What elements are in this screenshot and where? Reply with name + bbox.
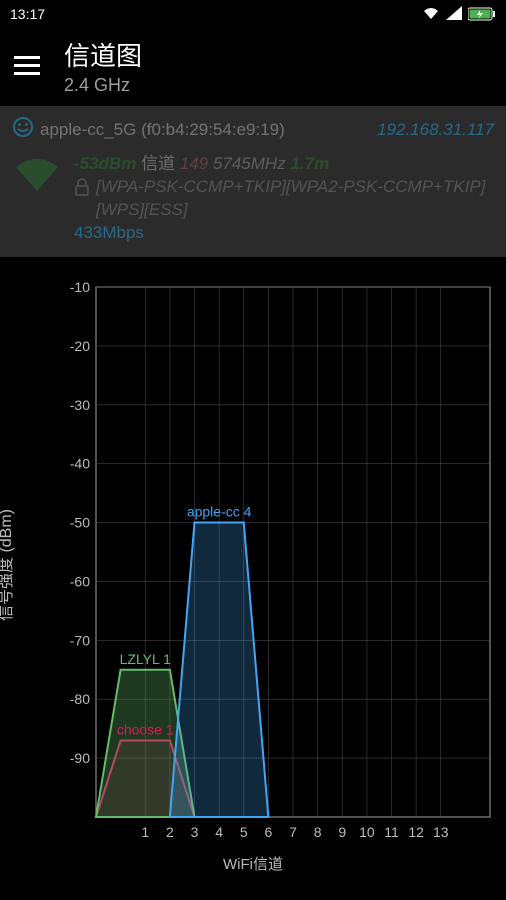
svg-text:10: 10 [359,824,375,840]
wifi-status-icon [422,6,440,23]
channel-number: 149 [180,154,208,173]
menu-button[interactable] [14,56,40,76]
status-bar: 13:17 [0,0,506,28]
distance: 1.7m [290,154,329,173]
link-speed: 433Mbps [74,222,494,245]
svg-text:-10: -10 [70,279,90,295]
svg-text:-40: -40 [70,455,90,471]
svg-text:4: 4 [215,824,223,840]
ip-address: 192.168.31.117 [377,120,494,140]
lock-icon [74,178,90,203]
info-row-details: -53dBm 信道 149 5745MHz 1.7m [WPA-PSK-CCMP… [12,153,494,245]
svg-text:2: 2 [166,824,174,840]
svg-text:-50: -50 [70,514,90,530]
svg-text:-60: -60 [70,573,90,589]
page-subtitle: 2.4 GHz [64,75,142,96]
security-text: [WPA-PSK-CCMP+TKIP][WPA2-PSK-CCMP+TKIP][… [96,176,494,222]
svg-text:5: 5 [240,824,248,840]
info-row-top: apple-cc_5G (f0:b4:29:54:e9:19) 192.168.… [12,116,494,143]
page-title: 信道图 [64,36,142,73]
svg-text:8: 8 [314,824,322,840]
y-axis-label: 信号强度 (dBm) [0,509,16,621]
svg-text:-90: -90 [70,750,90,766]
chart-svg: -10-20-30-40-50-60-70-80-901234567891011… [50,277,496,853]
svg-text:-20: -20 [70,338,90,354]
svg-text:11: 11 [384,824,399,840]
app-header: 信道图 2.4 GHz [0,28,506,106]
svg-text:9: 9 [338,824,346,840]
svg-text:3: 3 [191,824,199,840]
svg-text:-70: -70 [70,632,90,648]
channel-chart: 信号强度 (dBm) -10-20-30-40-50-60-70-80-9012… [0,257,506,873]
svg-text:apple-cc 4: apple-cc 4 [187,503,252,519]
svg-text:7: 7 [289,824,297,840]
wifi-icon [12,153,62,245]
svg-text:6: 6 [264,824,272,840]
svg-text:13: 13 [433,824,449,840]
signal-icon [446,6,462,23]
svg-text:-80: -80 [70,691,90,707]
ssid-text: apple-cc_5G (f0:b4:29:54:e9:19) [40,120,285,140]
happy-icon [12,116,34,143]
svg-text:choose 1: choose 1 [117,721,174,737]
frequency: 5745MHz [213,154,286,173]
title-block: 信道图 2.4 GHz [64,36,142,96]
svg-text:LZLYL 1: LZLYL 1 [120,651,172,667]
svg-text:-30: -30 [70,397,90,413]
signal-strength: -53dBm [74,154,136,173]
battery-icon [468,7,496,21]
channel-label: 信道 [141,154,175,173]
clock-text: 13:17 [10,6,45,22]
svg-text:1: 1 [141,824,149,840]
status-icons [422,6,496,23]
svg-text:12: 12 [408,824,424,840]
network-info-card[interactable]: apple-cc_5G (f0:b4:29:54:e9:19) 192.168.… [0,106,506,257]
